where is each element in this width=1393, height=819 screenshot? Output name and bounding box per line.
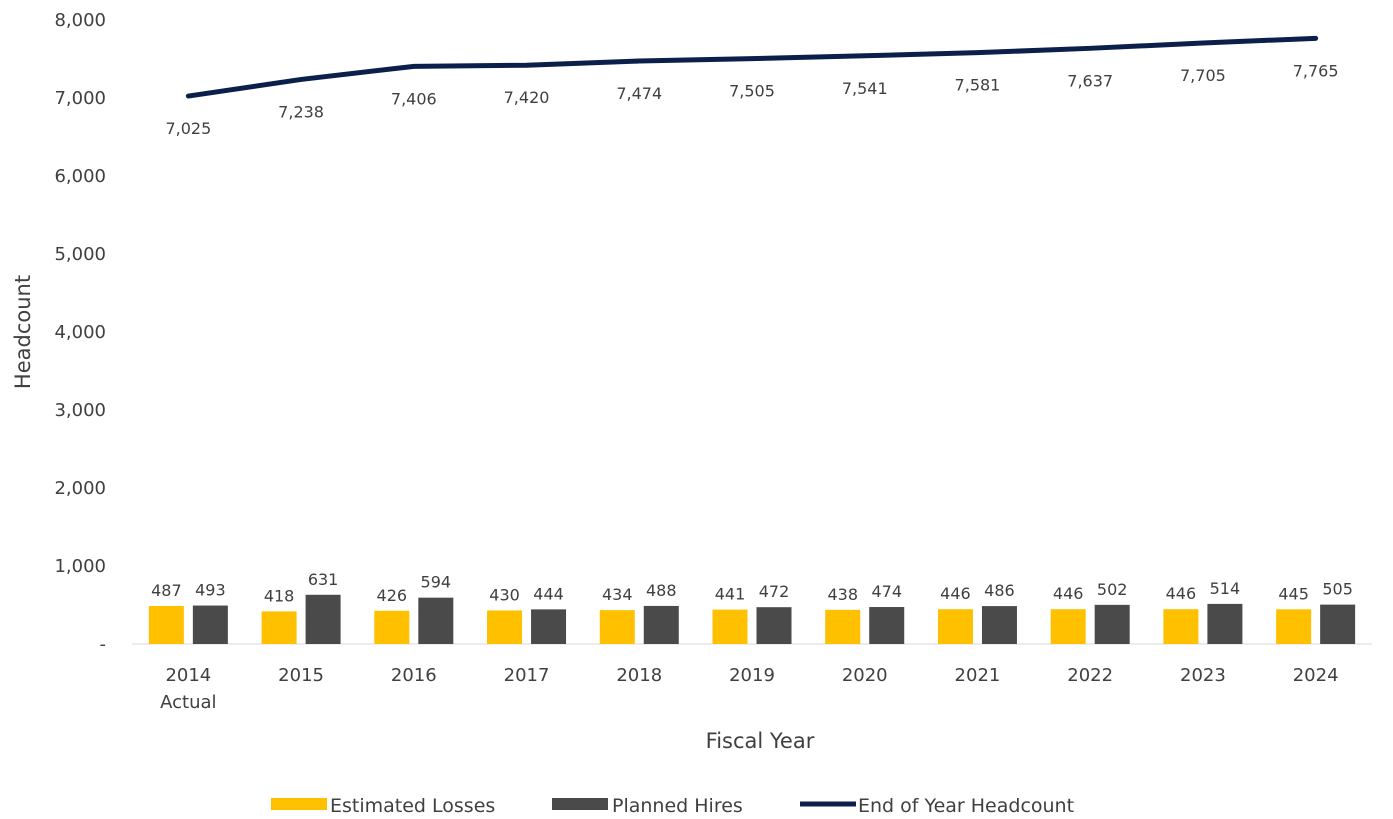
x-tick-label: 2016 — [391, 665, 437, 686]
estimated-losses-bar — [148, 606, 184, 644]
y-axis-title: Headcount — [11, 275, 35, 389]
estimated-losses-label: 487 — [151, 581, 182, 600]
planned-hires-label: 488 — [646, 581, 677, 600]
planned-hires-bar — [192, 605, 228, 644]
estimated-losses-label: 418 — [264, 586, 295, 605]
planned-hires-bar — [981, 606, 1017, 644]
planned-hires-bar — [1207, 603, 1243, 644]
x-tick-label: 2021 — [955, 665, 1001, 686]
headcount-label: 7,406 — [391, 89, 437, 108]
headcount-label: 7,420 — [504, 88, 550, 107]
x-tick-label: 2017 — [504, 665, 550, 686]
headcount-label: 7,765 — [1293, 61, 1339, 80]
legend-swatch-estimated-losses — [271, 798, 327, 810]
estimated-losses-bar — [937, 609, 973, 644]
planned-hires-label: 594 — [421, 573, 452, 592]
planned-hires-bar — [418, 597, 454, 644]
legend-label-end-of-year-headcount: End of Year Headcount — [858, 795, 1074, 817]
legend: Estimated Losses Planned Hires End of Ye… — [271, 795, 1074, 817]
headcount-label: 7,238 — [278, 102, 324, 121]
y-tick-label: 1,000 — [54, 556, 106, 577]
planned-hires-bar — [1094, 604, 1130, 644]
estimated-losses-bar — [1163, 609, 1199, 644]
estimated-losses-label: 426 — [377, 586, 408, 605]
estimated-losses-bar — [374, 610, 410, 644]
headcount-label: 7,705 — [1180, 66, 1226, 85]
planned-hires-bar — [305, 594, 341, 644]
y-axis-ticks: - 1,000 2,000 3,000 4,000 5,000 6,000 7,000 8,00… — [54, 10, 106, 655]
y-tick-label: 2,000 — [54, 478, 106, 499]
headcount-label: 7,505 — [729, 82, 775, 101]
x-tick-label: Actual — [160, 692, 216, 713]
planned-hires-label: 514 — [1210, 579, 1241, 598]
x-axis-ticks: 2014 Actual 2015 2016 2017 2018 2019 2020 2021 20… — [160, 665, 1338, 713]
estimated-losses-label: 438 — [827, 585, 858, 604]
planned-hires-label: 502 — [1097, 580, 1128, 599]
headcount-label: 7,474 — [616, 84, 662, 103]
legend-label-planned-hires: Planned Hires — [612, 795, 743, 817]
y-tick-label: 7,000 — [54, 88, 106, 109]
planned-hires-label: 472 — [759, 582, 790, 601]
legend-label-estimated-losses: Estimated Losses — [330, 795, 495, 817]
x-axis-title: Fiscal Year — [706, 729, 815, 753]
bar-data-labels: 487 418 426 430 434 441 438 446 446 446 445 493 631 5… — [151, 570, 1353, 606]
headcount-label: 7,581 — [955, 76, 1001, 95]
headcount-label: 7,025 — [165, 119, 211, 138]
planned-hires-bar — [869, 607, 905, 644]
planned-hires-bar — [531, 609, 567, 644]
line-data-labels: 7,025 7,238 7,406 7,420 7,474 7,505 7,541 7,581… — [165, 61, 1338, 138]
x-tick-label: 2022 — [1067, 665, 1113, 686]
estimated-losses-label: 434 — [602, 585, 633, 604]
x-tick-label: 2018 — [616, 665, 662, 686]
x-tick-label: 2015 — [278, 665, 324, 686]
estimated-losses-bar — [825, 609, 861, 644]
x-tick-label: 2024 — [1293, 665, 1339, 686]
planned-hires-bar — [643, 605, 679, 644]
estimated-losses-label: 430 — [489, 585, 520, 604]
y-tick-label: 3,000 — [54, 400, 106, 421]
bar-series — [148, 594, 1356, 644]
estimated-losses-bar — [712, 609, 748, 644]
estimated-losses-bar — [599, 610, 635, 644]
y-tick-label: 5,000 — [54, 244, 106, 265]
x-tick-label: 2019 — [729, 665, 775, 686]
headcount-label: 7,541 — [842, 79, 888, 98]
y-tick-label: - — [100, 634, 107, 655]
planned-hires-bar — [1320, 604, 1356, 644]
end-of-year-headcount-line — [185, 35, 1319, 99]
estimated-losses-label: 441 — [715, 585, 746, 604]
estimated-losses-label: 445 — [1278, 584, 1309, 603]
estimated-losses-bar — [261, 611, 297, 644]
x-tick-label: 2014 — [165, 665, 211, 686]
x-tick-label: 2020 — [842, 665, 888, 686]
planned-hires-label: 486 — [984, 581, 1015, 600]
estimated-losses-label: 446 — [1053, 584, 1084, 603]
estimated-losses-bar — [487, 610, 523, 644]
planned-hires-label: 493 — [195, 581, 226, 600]
estimated-losses-label: 446 — [1166, 584, 1197, 603]
legend-swatch-planned-hires — [552, 798, 608, 810]
x-tick-label: 2023 — [1180, 665, 1226, 686]
planned-hires-label: 444 — [533, 584, 564, 603]
estimated-losses-label: 446 — [940, 584, 971, 603]
planned-hires-bar — [756, 607, 792, 644]
planned-hires-label: 631 — [308, 570, 339, 589]
planned-hires-label: 474 — [871, 582, 902, 601]
planned-hires-label: 505 — [1322, 580, 1353, 599]
y-tick-label: 4,000 — [54, 322, 106, 343]
y-tick-label: 8,000 — [54, 10, 106, 31]
y-tick-label: 6,000 — [54, 166, 106, 187]
headcount-label: 7,637 — [1067, 71, 1113, 90]
estimated-losses-bar — [1276, 609, 1312, 644]
estimated-losses-bar — [1050, 609, 1086, 644]
